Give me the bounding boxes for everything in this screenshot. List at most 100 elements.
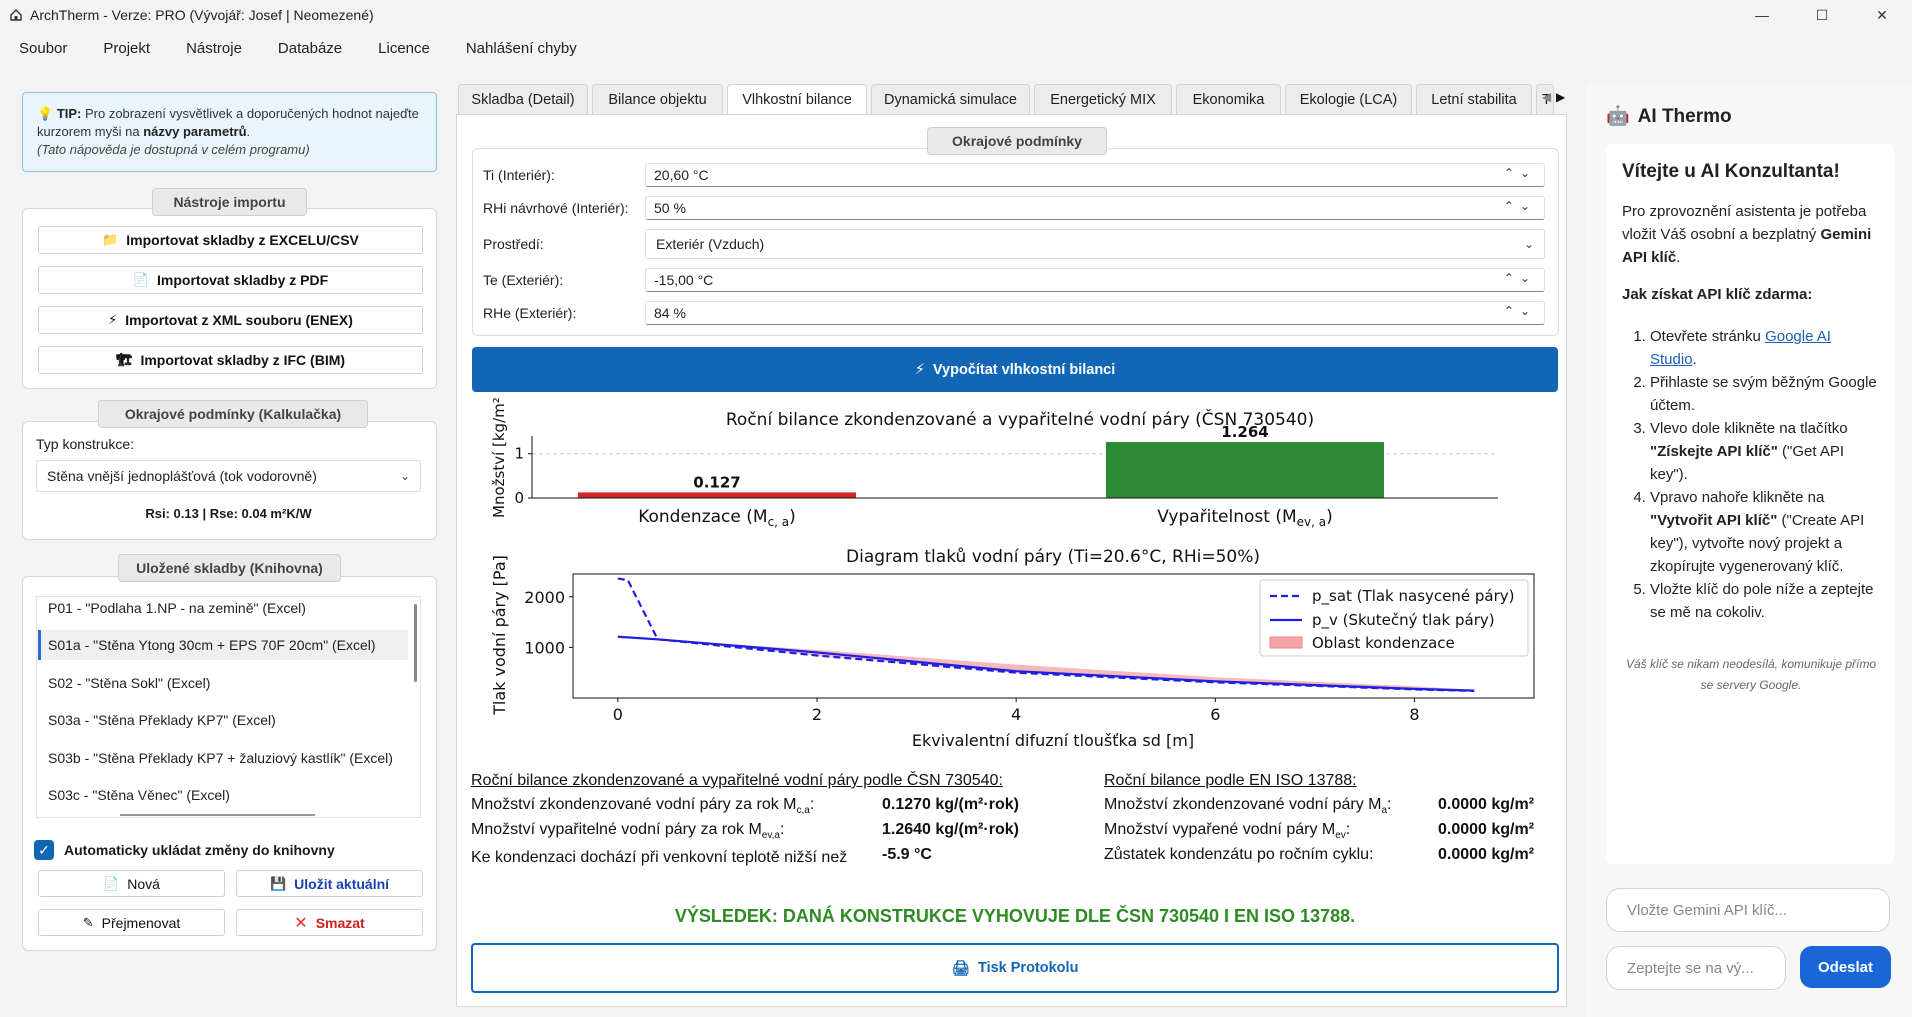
iso-evaporated-label: Množství vypařené vodní páry Mev:: [1104, 821, 1350, 841]
delete-button[interactable]: ✕ Smazat: [236, 909, 423, 936]
spin-arrows-icon[interactable]: ⌃⌄: [1503, 304, 1536, 318]
bar-chart-ylabel: Množství [kg/m²: [490, 397, 508, 518]
ai-step-1-text: Otevřete stránku: [1650, 328, 1766, 345]
ai-step-5: Vložte klíč do pole níže a zeptejte se m…: [1650, 578, 1880, 624]
csn-condensed-suffix: :: [809, 796, 815, 813]
menu-databaze[interactable]: Databáze: [277, 39, 343, 57]
ai-step-4-end: ("Create API key"), vytvořte nový projek…: [1650, 512, 1865, 575]
ai-step-1: Otevřete stránku Google AI Studio.: [1650, 325, 1880, 371]
maximize-button[interactable]: ☐: [1815, 6, 1829, 23]
tab-scroll-left-icon[interactable]: ◀: [1542, 90, 1552, 104]
pv-line: [617, 635, 1475, 692]
csn-evaporated-label: Množství vypařitelné vodní páry za rok M…: [471, 821, 784, 841]
list-item[interactable]: S02 - "Stěna Sokl" (Excel): [48, 675, 211, 691]
list-item[interactable]: S03a - "Stěna Překlady KP7" (Excel): [48, 712, 276, 728]
print-label: Tisk Protokolu: [977, 960, 1079, 976]
tab-skladba[interactable]: Skladba (Detail): [458, 84, 588, 114]
menu-projekt[interactable]: Projekt: [103, 39, 151, 57]
tab-ekologie[interactable]: Ekologie (LCA): [1285, 84, 1412, 114]
tab-truncated[interactable]: T: [1536, 84, 1554, 114]
list-item[interactable]: P01 - "Podlaha 1.NP - na zemině" (Excel): [48, 600, 306, 616]
menu-licence[interactable]: Licence: [378, 39, 430, 57]
list-item[interactable]: S03c - "Stěna Věnec" (Excel): [48, 787, 230, 803]
import-pdf-button[interactable]: 📄 Importovat skladby z PDF: [38, 266, 423, 294]
menu-nastroje[interactable]: Nástroje: [186, 39, 242, 57]
import-ifc-button[interactable]: 🏗 Importovat skladby z IFC (BIM): [38, 346, 423, 374]
ai-step-3-end: ("Get API key").: [1650, 443, 1845, 483]
list-scrollbar[interactable]: [414, 604, 417, 682]
ai-intro-end: .: [1676, 249, 1681, 266]
bar-y-tick-label: 1: [514, 445, 524, 463]
new-button[interactable]: 📄 Nová: [38, 870, 225, 897]
ai-step-3-bold: "Získejte API klíč": [1650, 443, 1778, 460]
line-y-tick-label: 2000: [524, 588, 565, 607]
question-input[interactable]: Zeptejte se na vý...: [1606, 946, 1786, 990]
title-bar: ArchTherm - Verze: PRO (Vývojář: Josef |…: [0, 0, 1912, 30]
ai-intro-text: Pro zprovoznění asistenta je potřeba vlo…: [1622, 203, 1867, 243]
tab-letni-stabilita[interactable]: Letní stabilita: [1416, 84, 1532, 114]
environment-value: Exteriér (Vzduch): [656, 236, 765, 252]
csn-condensed-sub: c,a: [796, 805, 810, 817]
menu-nahlaseni-chyby[interactable]: Nahlášení chyby: [465, 39, 577, 57]
rename-button[interactable]: ✎ Přejmenovat: [38, 909, 225, 936]
tab-dynamicka-simulace[interactable]: Dynamická simulace: [871, 84, 1030, 114]
rhi-input[interactable]: 50 % ⌃⌄: [645, 196, 1545, 220]
legend-pv-label: p_v (Skutečný tlak páry): [1312, 611, 1495, 630]
print-protocol-button[interactable]: 🖨 Tisk Protokolu: [471, 943, 1559, 993]
iso-condensed-sub: a: [1381, 805, 1388, 817]
tab-vlhkostni-bilance[interactable]: Vlhkostní bilance: [727, 84, 867, 115]
robot-icon: 🤖: [1606, 106, 1630, 127]
spin-arrows-icon[interactable]: ⌃⌄: [1503, 271, 1536, 285]
iso-evaporated-suffix: :: [1345, 821, 1351, 838]
tab-energeticky-mix[interactable]: Energetický MIX: [1034, 84, 1172, 114]
minimize-button[interactable]: —: [1755, 7, 1769, 23]
list-item[interactable]: S03b - "Stěna Překlady KP7 + žaluziový k…: [48, 750, 393, 766]
save-button[interactable]: 💾 Uložit aktuální: [236, 870, 423, 897]
import-xml-button[interactable]: ⚡ Importovat z XML souboru (ENEX): [38, 306, 423, 334]
send-button[interactable]: Odeslat: [1800, 946, 1891, 988]
ai-title: AI Thermo: [1637, 106, 1732, 127]
csn-temp-value: -5.9 °C: [882, 846, 932, 863]
menu-bar: Soubor Projekt Nástroje Databáze Licence…: [0, 30, 1912, 66]
tab-bilance-objektu[interactable]: Bilance objektu: [592, 84, 723, 114]
ai-intro: Pro zprovoznění asistenta je potřeba vlo…: [1622, 200, 1880, 269]
import-excel-button[interactable]: 📁 Importovat skladby z EXCELU/CSV: [38, 226, 423, 254]
new-label: Nová: [127, 875, 160, 892]
ti-label: Ti (Interiér):: [483, 167, 555, 183]
import-excel-label: Importovat skladby z EXCELU/CSV: [126, 232, 359, 248]
rename-label: Přejmenovat: [101, 914, 181, 931]
csn-condensed-text: Množství zkondenzované vodní páry za rok…: [471, 796, 797, 813]
environment-select[interactable]: Exteriér (Vzduch) ⌄: [645, 229, 1545, 259]
api-key-input[interactable]: Vložte Gemini API klíč...: [1606, 888, 1890, 932]
ai-step-4-text: Vpravo nahoře klikněte na: [1650, 489, 1825, 506]
tip-note: (Tato nápověda je dostupná v celém progr…: [37, 142, 310, 157]
autosave-checkbox[interactable]: ✓: [34, 840, 54, 860]
te-label: Te (Exteriér):: [483, 272, 564, 288]
printer-icon: 🖨: [951, 960, 970, 977]
construction-type-select[interactable]: Stěna vnější jednoplášťová (tok vodorovn…: [36, 460, 421, 492]
document-icon: 📄: [132, 272, 150, 287]
spin-arrows-icon[interactable]: ⌃⌄: [1503, 199, 1536, 213]
ai-step-2: Přihlaste se svým běžným Google účtem.: [1650, 371, 1880, 417]
list-item-selected[interactable]: S01a - "Stěna Ytong 30cm + EPS 70F 20cm"…: [38, 630, 408, 660]
bar-category-label: Vypařitelnost (Mev, a): [1157, 507, 1333, 528]
bar-0: [578, 492, 856, 498]
rhi-value: 50 %: [654, 200, 686, 216]
bar-category-label: Kondenzace (Mc, a): [638, 507, 796, 528]
legend-fill-label: Oblast kondenzace: [1312, 634, 1455, 652]
close-button[interactable]: ✕: [1876, 6, 1888, 23]
import-pdf-label: Importovat skladby z PDF: [157, 272, 329, 288]
spin-arrows-icon[interactable]: ⌃⌄: [1503, 166, 1536, 180]
tab-ekonomika[interactable]: Ekonomika: [1176, 84, 1281, 114]
te-input[interactable]: -15,00 °C ⌃⌄: [645, 268, 1545, 292]
csn-evaporated-value: 1.2640 kg/(m²·rok): [882, 821, 1019, 838]
menu-soubor[interactable]: Soubor: [19, 39, 68, 57]
ai-steps: Otevřete stránku Google AI Studio. Přihl…: [1622, 325, 1880, 624]
google-ai-studio-link[interactable]: Google AI Studio: [1650, 328, 1831, 368]
calculate-button[interactable]: ⚡ Vypočítat vlhkostní bilanci: [472, 347, 1558, 392]
tab-scroll-right-icon[interactable]: ▶: [1556, 90, 1566, 104]
ti-input[interactable]: 20,60 °C ⌃⌄: [645, 163, 1545, 187]
list-hscrollbar[interactable]: [120, 814, 315, 816]
te-value: -15,00 °C: [654, 272, 714, 288]
rhe-input[interactable]: 84 % ⌃⌄: [645, 301, 1545, 325]
